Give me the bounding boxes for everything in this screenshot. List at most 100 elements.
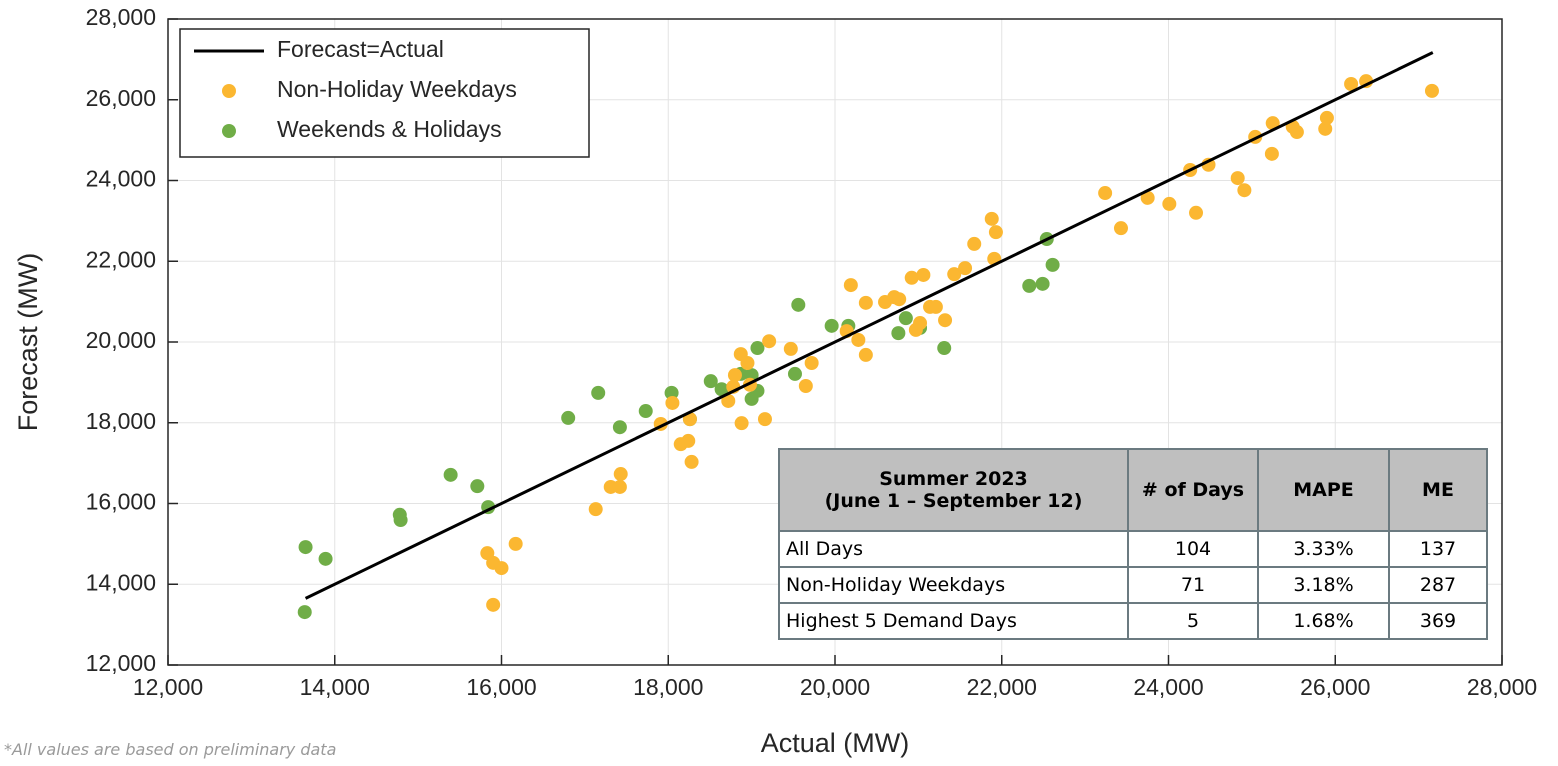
point bbox=[783, 341, 798, 356]
point bbox=[967, 236, 982, 251]
table-cell: 369 bbox=[1388, 602, 1488, 640]
point bbox=[851, 332, 866, 347]
point bbox=[1022, 278, 1037, 293]
point bbox=[1237, 183, 1252, 198]
point bbox=[682, 412, 697, 427]
point bbox=[1265, 116, 1280, 131]
point bbox=[984, 211, 999, 226]
table-cell: 104 bbox=[1127, 530, 1259, 568]
table-cell: All Days bbox=[778, 530, 1129, 568]
x-tick-label: 14,000 bbox=[300, 674, 370, 700]
x-tick-label: 16,000 bbox=[466, 674, 536, 700]
point bbox=[684, 454, 699, 469]
header-cell: MAPE bbox=[1257, 448, 1390, 532]
table-cell: 71 bbox=[1127, 566, 1259, 604]
point bbox=[612, 420, 627, 435]
point bbox=[750, 341, 765, 356]
header-text: Summer 2023 bbox=[879, 468, 1028, 490]
y-tick-label: 20,000 bbox=[86, 327, 156, 353]
table-cell: Highest 5 Demand Days bbox=[778, 602, 1129, 640]
point bbox=[1289, 125, 1304, 140]
point bbox=[588, 502, 603, 517]
table-cell: 1.68% bbox=[1257, 602, 1390, 640]
table-row: Highest 5 Demand Days 5 1.68% 369 bbox=[778, 602, 1488, 640]
point bbox=[858, 347, 873, 362]
legend-label: Non-Holiday Weekdays bbox=[277, 76, 517, 102]
point bbox=[1318, 121, 1333, 136]
point bbox=[664, 385, 679, 400]
y-tick-label: 28,000 bbox=[86, 4, 156, 30]
table-cell: 5 bbox=[1127, 602, 1259, 640]
point bbox=[470, 479, 485, 494]
header-cell: Summer 2023 (June 1 – September 12) bbox=[778, 448, 1129, 532]
y-tick-label: 18,000 bbox=[86, 408, 156, 434]
point bbox=[958, 261, 973, 276]
x-tick-label: 22,000 bbox=[967, 674, 1037, 700]
plot-frame bbox=[167, 18, 1503, 666]
point bbox=[393, 513, 408, 528]
point bbox=[988, 225, 1003, 240]
point bbox=[298, 540, 313, 555]
x-tick-label: 12,000 bbox=[133, 674, 203, 700]
point bbox=[824, 318, 839, 333]
point bbox=[1045, 257, 1060, 272]
point bbox=[1344, 77, 1359, 92]
point bbox=[938, 313, 953, 328]
x-tick-label: 20,000 bbox=[800, 674, 870, 700]
point bbox=[740, 355, 755, 370]
legend-swatch bbox=[222, 84, 236, 98]
header-cell: # of Days bbox=[1127, 448, 1259, 532]
point bbox=[916, 267, 931, 282]
point bbox=[1319, 110, 1334, 125]
header-cell: ME bbox=[1388, 448, 1488, 532]
point bbox=[1230, 171, 1245, 186]
point bbox=[798, 379, 813, 394]
y-tick-label: 14,000 bbox=[86, 569, 156, 595]
point bbox=[591, 385, 606, 400]
point bbox=[727, 368, 742, 383]
point bbox=[721, 393, 736, 408]
point bbox=[891, 326, 906, 341]
table-header: Summer 2023 (June 1 – September 12) # of … bbox=[778, 448, 1488, 532]
point bbox=[494, 561, 509, 576]
point bbox=[665, 395, 680, 410]
y-axis-title: Forecast (MW) bbox=[13, 253, 43, 432]
table-cell: 137 bbox=[1388, 530, 1488, 568]
point bbox=[1140, 190, 1155, 205]
line bbox=[304, 51, 1434, 600]
point bbox=[318, 551, 333, 566]
y-tick-label: 22,000 bbox=[86, 246, 156, 272]
point bbox=[1424, 83, 1439, 98]
point bbox=[714, 382, 729, 397]
point bbox=[804, 355, 819, 370]
point bbox=[297, 605, 312, 620]
table-row: Non-Holiday Weekdays 71 3.18% 287 bbox=[778, 566, 1488, 604]
table-cell: Non-Holiday Weekdays bbox=[778, 566, 1129, 604]
point bbox=[913, 316, 928, 331]
point bbox=[734, 416, 749, 431]
table-cell: 3.18% bbox=[1257, 566, 1390, 604]
point bbox=[1189, 205, 1204, 220]
point bbox=[787, 366, 802, 381]
point bbox=[486, 597, 501, 612]
header-text: (June 1 – September 12) bbox=[824, 490, 1083, 512]
x-tick-label: 18,000 bbox=[633, 674, 703, 700]
legend-label: Weekends & Holidays bbox=[277, 116, 502, 142]
table-row: All Days 104 3.33% 137 bbox=[778, 530, 1488, 568]
stats-table: Summer 2023 (June 1 – September 12) # of … bbox=[778, 448, 1488, 640]
x-tick-label: 26,000 bbox=[1300, 674, 1370, 700]
table-cell: 3.33% bbox=[1257, 530, 1390, 568]
x-tick-label: 28,000 bbox=[1467, 674, 1537, 700]
point bbox=[612, 479, 627, 494]
point bbox=[843, 278, 858, 293]
point bbox=[937, 341, 952, 356]
point bbox=[898, 311, 913, 326]
y-tick-label: 16,000 bbox=[86, 489, 156, 515]
point bbox=[1162, 196, 1177, 211]
point bbox=[703, 374, 718, 389]
point bbox=[681, 433, 696, 448]
y-tick-label: 26,000 bbox=[86, 85, 156, 111]
point bbox=[928, 299, 943, 314]
legend-label: Forecast=Actual bbox=[277, 36, 444, 62]
